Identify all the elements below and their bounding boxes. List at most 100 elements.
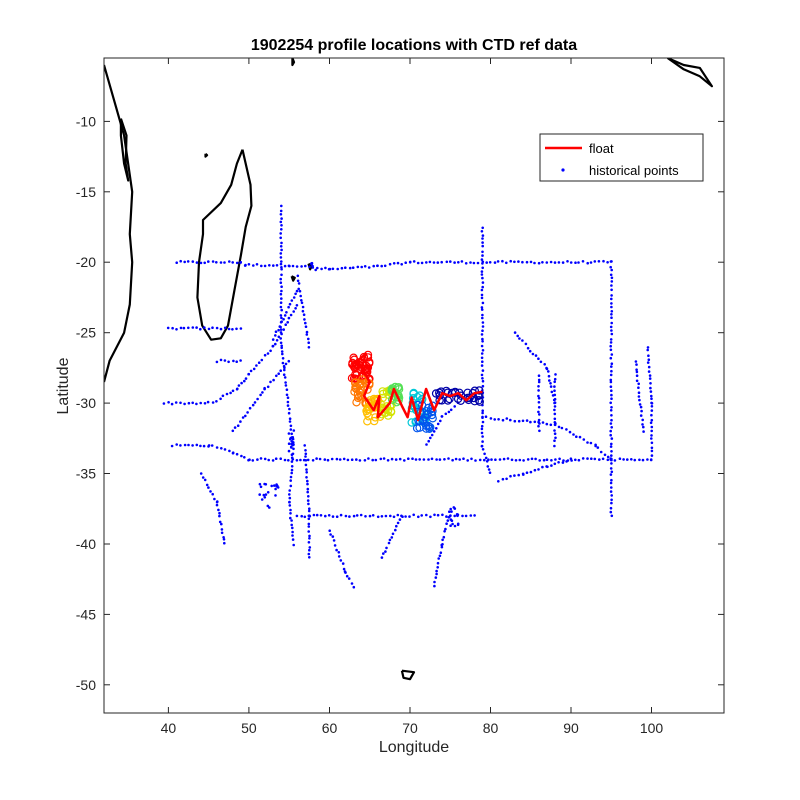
profile-location-marker [364, 412, 373, 421]
historical-point [469, 514, 473, 517]
historical-point [649, 382, 652, 385]
historical-point [481, 285, 485, 289]
profile-location-marker [349, 362, 359, 371]
historical-point [545, 422, 549, 426]
historical-point [398, 457, 402, 461]
historical-point [547, 374, 551, 378]
x-tick-label: 100 [640, 720, 664, 736]
historical-point [331, 267, 335, 271]
historical-point [637, 391, 641, 395]
historical-point [179, 326, 183, 330]
historical-point [264, 493, 268, 496]
historical-point [485, 261, 489, 264]
historical-point [391, 532, 395, 536]
y-tick-label: -15 [76, 184, 96, 200]
historical-point [525, 260, 529, 264]
historical-point [300, 301, 304, 305]
historical-point [649, 390, 653, 393]
historical-point [455, 513, 459, 516]
historical-point [646, 348, 649, 352]
historical-point [335, 457, 339, 461]
y-tick-label: -30 [76, 395, 96, 411]
historical-point [521, 339, 524, 342]
historical-point [498, 458, 502, 461]
historical-point [610, 280, 614, 283]
historical-point [481, 226, 485, 230]
historical-point [610, 329, 613, 332]
historical-point [209, 490, 212, 493]
historical-point [183, 260, 186, 264]
historical-point [291, 264, 295, 268]
historical-point [306, 458, 310, 462]
historical-point [255, 364, 258, 367]
historical-point [175, 261, 178, 265]
historical-point [481, 276, 484, 280]
historical-point [646, 346, 650, 349]
historical-point [603, 453, 607, 457]
historical-point [284, 362, 288, 366]
historical-point [501, 477, 505, 481]
historical-point [280, 241, 283, 245]
historical-point [283, 264, 287, 268]
historical-point [207, 327, 211, 331]
historical-point [481, 415, 484, 419]
historical-point [323, 458, 327, 461]
historical-point [428, 260, 432, 264]
historical-point [203, 261, 206, 265]
historical-point [635, 379, 639, 383]
historical-point [441, 513, 444, 517]
historical-point [289, 313, 293, 317]
historical-point [440, 545, 444, 549]
historical-point [308, 507, 311, 511]
historical-point [359, 513, 363, 517]
historical-point [502, 457, 506, 461]
historical-point [284, 381, 287, 384]
historical-point [432, 430, 436, 433]
historical-point [566, 260, 569, 263]
historical-point [533, 468, 537, 472]
historical-point [284, 384, 288, 387]
historical-point [333, 544, 337, 547]
historical-point [577, 458, 581, 462]
historical-point [646, 458, 649, 461]
historical-point [219, 261, 223, 264]
historical-point [207, 260, 210, 263]
historical-point [445, 515, 448, 518]
historical-point [344, 266, 347, 270]
historical-point [575, 435, 578, 439]
historical-point [481, 281, 485, 284]
historical-point [422, 458, 426, 461]
historical-point [525, 419, 529, 422]
historical-point [285, 393, 289, 397]
historical-point [521, 419, 525, 423]
historical-point [324, 266, 327, 270]
historical-point [280, 316, 283, 320]
historical-point [292, 429, 296, 432]
historical-point [553, 429, 556, 432]
historical-point [288, 407, 291, 411]
historical-point [379, 457, 383, 461]
historical-point [609, 445, 613, 448]
historical-point [306, 499, 310, 502]
historical-point [481, 337, 484, 341]
historical-point [235, 360, 238, 364]
historical-point [610, 353, 614, 356]
historical-point [280, 266, 283, 269]
historical-point [290, 299, 294, 302]
historical-point [352, 514, 356, 518]
historical-point [641, 458, 645, 462]
historical-point [633, 458, 637, 462]
historical-point [251, 403, 255, 407]
y-tick-label: -35 [76, 466, 96, 482]
historical-point [568, 430, 572, 434]
historical-point [273, 484, 276, 487]
historical-point [480, 333, 484, 336]
historical-point [537, 378, 541, 382]
historical-point [454, 457, 458, 461]
historical-point [389, 514, 392, 518]
historical-point [514, 459, 518, 462]
historical-point [412, 513, 416, 517]
historical-point [453, 524, 457, 528]
historical-point [211, 260, 215, 263]
historical-point [283, 376, 287, 379]
